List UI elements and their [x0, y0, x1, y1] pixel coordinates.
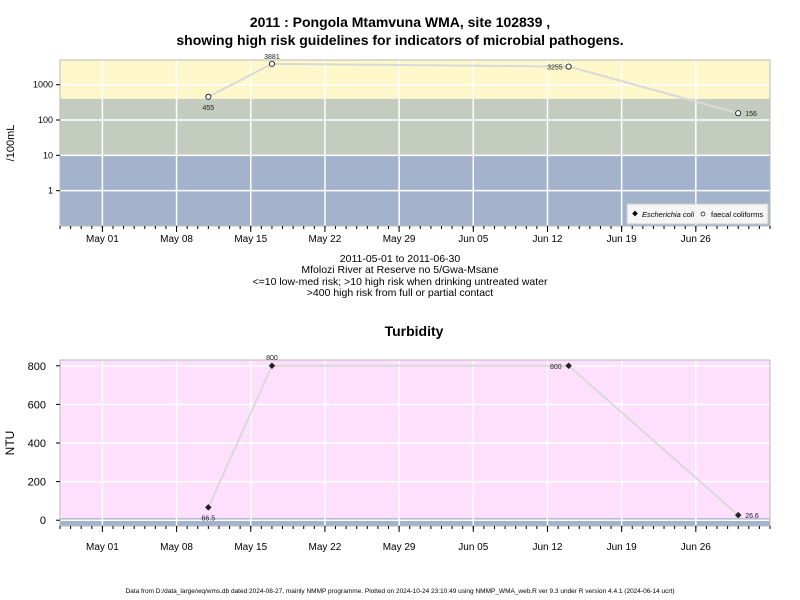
- y-axis-label: /100mL: [5, 125, 17, 162]
- faecal-coliform-point: [565, 63, 572, 70]
- x-tick-label: May 08: [160, 234, 193, 245]
- x-tick-label: May 01: [86, 234, 119, 245]
- legend-faecal-marker: [700, 211, 706, 217]
- x-tick-label: Jun 19: [607, 234, 637, 245]
- y-tick-label: 100: [38, 115, 53, 125]
- data-label: 3255: [547, 65, 563, 72]
- site-description-label: Mfolozi River at Reserve no 5/Gwa-Msane: [301, 264, 499, 276]
- data-label: 156: [745, 111, 757, 118]
- y-tick-label: 1: [48, 186, 53, 196]
- x-tick-label: Jun 26: [681, 542, 711, 553]
- x-tick-label: Jun 05: [458, 542, 488, 553]
- turbidity-title: Turbidity: [385, 323, 444, 339]
- y-tick-label: 600: [28, 399, 46, 411]
- y-axis-label: NTU: [3, 431, 17, 456]
- legend-ecoli-label: Escherichia coli: [642, 210, 694, 219]
- x-tick-label: May 22: [309, 234, 342, 245]
- y-tick-label: 0: [40, 515, 46, 527]
- x-tick-label: Jun 05: [458, 234, 488, 245]
- date-range-label: 2011-05-01 to 2011-06-30: [339, 253, 461, 265]
- x-tick-label: May 29: [383, 234, 416, 245]
- data-label: 66.5: [202, 515, 216, 522]
- x-tick-label: May 08: [160, 542, 193, 553]
- faecal-coliform-point: [205, 93, 212, 100]
- x-tick-label: Jun 26: [681, 234, 711, 245]
- turbidity-point: [205, 504, 212, 511]
- data-label: 800: [550, 364, 562, 371]
- x-tick-label: Jun 12: [532, 542, 562, 553]
- x-tick-label: Jun 19: [607, 542, 637, 553]
- y-tick-label: 1000: [33, 80, 53, 90]
- chart-title-line2: showing high risk guidelines for indicat…: [176, 32, 624, 48]
- legend-box: [626, 203, 769, 225]
- data-label: 800: [266, 355, 278, 362]
- x-tick-label: Jun 12: [532, 234, 562, 245]
- x-tick-label: May 22: [309, 542, 342, 553]
- risk-guideline-contact: >400 high risk from full or partial cont…: [306, 287, 494, 299]
- risk-band-high: [60, 98, 770, 156]
- faecal-coliform-line: [207, 62, 739, 115]
- turbidity-baseline-band: [60, 518, 770, 526]
- turbidity-line: [207, 364, 739, 516]
- data-label: 26.6: [745, 513, 759, 520]
- y-tick-label: 800: [28, 361, 46, 373]
- faecal-coliform-point: [268, 60, 275, 67]
- plot-frame: [59, 59, 771, 227]
- x-tick-label: May 01: [86, 542, 119, 553]
- y-tick-label: 10: [43, 150, 53, 160]
- chart-title-line1: 2011 : Pongola Mtamvuna WMA, site 102839…: [249, 14, 551, 30]
- y-tick-label: 200: [28, 477, 46, 489]
- faecal-coliform-point: [735, 110, 742, 117]
- data-label: 3881: [264, 54, 280, 61]
- legend: Escherichia coli faecal coliforms: [626, 203, 769, 225]
- legend-faecal-label: faecal coliforms: [711, 210, 763, 219]
- microbial-chart: 1 10 100 1000/100mL May 01 May 08 May 15 May 22…: [5, 54, 771, 245]
- turbidity-chart: Turbidity 0 200 400 600 800 NTU May 01 May 08 May…: [3, 323, 771, 553]
- risk-guideline-drinking: <=10 low-med risk; >10 high risk when dr…: [252, 276, 548, 288]
- legend-ecoli-marker: [632, 210, 638, 217]
- risk-band-high-contact: [60, 60, 770, 99]
- y-tick-label: 400: [28, 438, 46, 450]
- x-tick-label: May 29: [383, 542, 416, 553]
- data-label: 455: [203, 105, 215, 112]
- x-tick-label: May 15: [234, 542, 267, 553]
- data-source-footer: Data from D:/data_large/wq/wms.db dated …: [125, 588, 675, 595]
- x-tick-label: May 15: [234, 234, 267, 245]
